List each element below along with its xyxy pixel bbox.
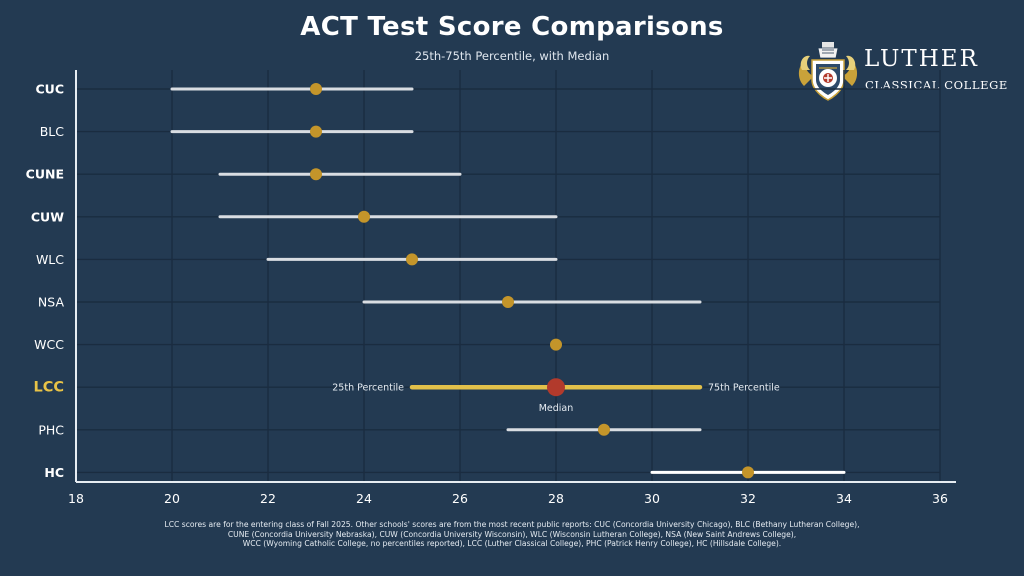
y-category-label: CUNE [26, 167, 64, 182]
y-category-label: HC [44, 465, 64, 480]
median-dot [310, 168, 322, 181]
footnote: LCC scores are for the entering class of… [60, 520, 964, 549]
footnote-line: CUNE (Concordia University Nebraska), CU… [227, 529, 797, 539]
y-category-label: WLC [36, 252, 64, 267]
y-category-label: PHC [38, 422, 64, 437]
median-dot [358, 210, 370, 223]
median-annotation: Median [539, 403, 574, 414]
y-category-label: LCC [33, 380, 64, 396]
median-dot [550, 338, 562, 351]
footnote-line: WCC (Wyoming Catholic College, no percen… [242, 539, 782, 549]
x-tick-label: 18 [68, 491, 84, 506]
y-category-label: BLC [40, 124, 65, 139]
y-category-label: WCC [34, 337, 64, 352]
x-tick-label: 32 [740, 491, 756, 506]
x-tick-label: 26 [452, 491, 468, 506]
chart-title: ACT Test Score Comparisons [300, 12, 724, 42]
footnote-line: LCC scores are for the entering class of… [164, 520, 860, 529]
crest-icon [798, 42, 858, 101]
x-tick-label: 28 [548, 491, 564, 506]
y-category-label: CUW [31, 209, 64, 224]
chart-subtitle: 25th-75th Percentile, with Median [414, 49, 610, 63]
median-dot [310, 83, 322, 95]
median-dot [406, 253, 418, 266]
x-tick-label: 34 [836, 491, 852, 506]
y-category-label: NSA [38, 295, 65, 310]
median-dot [547, 378, 565, 397]
median-dot [310, 125, 322, 138]
p25-annotation: 25th Percentile [332, 383, 404, 394]
median-dot [502, 296, 514, 308]
y-category-label: CUC [36, 82, 65, 97]
p75-annotation: 75th Percentile [708, 383, 780, 394]
college-logo: LUTHER CLASSICAL COLLEGE [796, 40, 1007, 104]
median-dot [742, 466, 754, 479]
x-tick-label: 36 [932, 491, 948, 506]
median-dot [598, 423, 610, 436]
logo-name: LUTHER [864, 46, 979, 72]
x-tick-label: 30 [644, 491, 660, 506]
x-tick-label: 24 [356, 491, 372, 506]
x-tick-label: 22 [260, 491, 276, 506]
x-tick-label: 20 [164, 491, 180, 506]
